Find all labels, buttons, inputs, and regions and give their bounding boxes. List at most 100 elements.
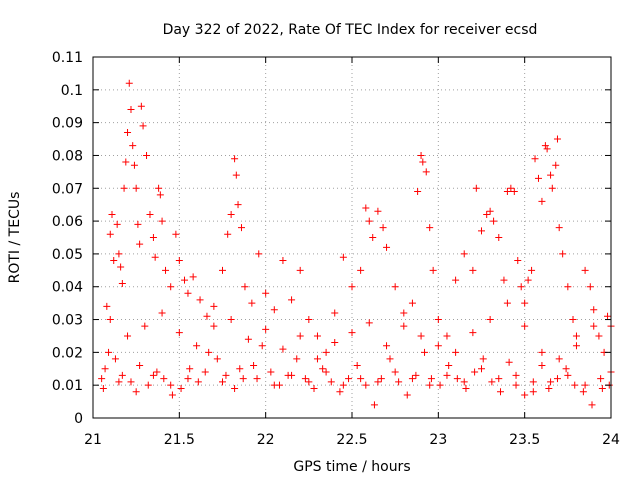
data-point [227, 211, 235, 219]
data-point [322, 348, 330, 356]
data-point [507, 184, 515, 192]
data-point [562, 365, 570, 373]
x-tick-label: 22 [257, 432, 275, 448]
data-point [488, 378, 496, 386]
data-point [472, 184, 480, 192]
data-point [144, 381, 152, 389]
x-tick-label: 23.5 [509, 432, 540, 448]
data-point [357, 375, 365, 383]
data-point [327, 378, 335, 386]
data-point [227, 316, 235, 324]
data-point [579, 388, 587, 396]
data-point [155, 184, 163, 192]
data-point [443, 332, 451, 340]
data-point [383, 243, 391, 251]
data-point [412, 371, 420, 379]
data-point [186, 365, 194, 373]
data-point [383, 342, 391, 350]
data-point [555, 224, 563, 232]
data-point [400, 322, 408, 330]
data-point [598, 384, 606, 392]
y-tick-label: 0 [74, 411, 83, 427]
data-point [296, 266, 304, 274]
data-point [305, 316, 313, 324]
data-point [486, 207, 494, 215]
data-point [125, 79, 133, 87]
data-point [547, 378, 555, 386]
data-point [175, 256, 183, 264]
data-point [379, 224, 387, 232]
data-point [132, 184, 140, 192]
data-point [370, 401, 378, 409]
data-point [414, 188, 422, 196]
data-point [595, 332, 603, 340]
data-point [293, 355, 301, 363]
data-point [512, 371, 520, 379]
data-point [545, 384, 553, 392]
data-point [339, 253, 347, 261]
data-point [205, 348, 213, 356]
chart-title: Day 322 of 2022, Rate Of TEC Index for r… [163, 22, 538, 38]
data-point [460, 250, 468, 258]
data-point [564, 283, 572, 291]
data-point [210, 322, 218, 330]
data-point [296, 332, 304, 340]
data-point [239, 375, 247, 383]
data-point [496, 388, 504, 396]
data-point [134, 220, 142, 228]
data-point [348, 283, 356, 291]
data-point [395, 378, 403, 386]
data-point [469, 329, 477, 337]
data-point [106, 316, 114, 324]
x-tick-label: 22.5 [336, 432, 367, 448]
data-point [604, 312, 612, 320]
data-point [427, 375, 435, 383]
data-point [201, 368, 209, 376]
data-point [478, 365, 485, 373]
data-point [158, 309, 166, 317]
data-point [374, 378, 382, 386]
data-point [137, 102, 145, 110]
y-tick-label: 0.03 [52, 313, 83, 329]
data-point [452, 348, 460, 356]
data-point [452, 276, 460, 284]
data-point [288, 371, 296, 379]
data-point [429, 266, 437, 274]
data-point [115, 250, 123, 258]
data-point [529, 388, 537, 396]
data-point [108, 211, 116, 219]
data-point [365, 319, 373, 327]
data-point [521, 391, 529, 399]
data-point [552, 161, 560, 169]
data-point [184, 289, 192, 297]
data-point [113, 220, 121, 228]
y-tick-label: 0.06 [52, 214, 83, 230]
data-point [196, 296, 204, 304]
data-point [234, 201, 242, 209]
data-point [417, 151, 425, 159]
data-point [553, 375, 561, 383]
data-point [101, 365, 109, 373]
x-axis-label: GPS time / hours [293, 459, 410, 475]
data-point [136, 240, 144, 248]
data-point [553, 135, 561, 143]
data-point [348, 329, 356, 337]
data-point [193, 342, 201, 350]
data-point [279, 345, 287, 353]
data-point [586, 283, 594, 291]
data-point [262, 289, 270, 297]
data-point [203, 312, 211, 320]
data-point [500, 276, 508, 284]
data-point [479, 355, 487, 363]
data-point [127, 378, 135, 386]
data-point [250, 361, 258, 369]
data-point [436, 381, 444, 389]
data-point [538, 348, 546, 356]
data-point [118, 371, 126, 379]
data-point [541, 142, 549, 150]
y-tick-label: 0.02 [52, 345, 83, 361]
data-point [555, 355, 563, 363]
data-point [168, 391, 176, 399]
data-point [244, 335, 252, 343]
data-point [345, 375, 353, 383]
